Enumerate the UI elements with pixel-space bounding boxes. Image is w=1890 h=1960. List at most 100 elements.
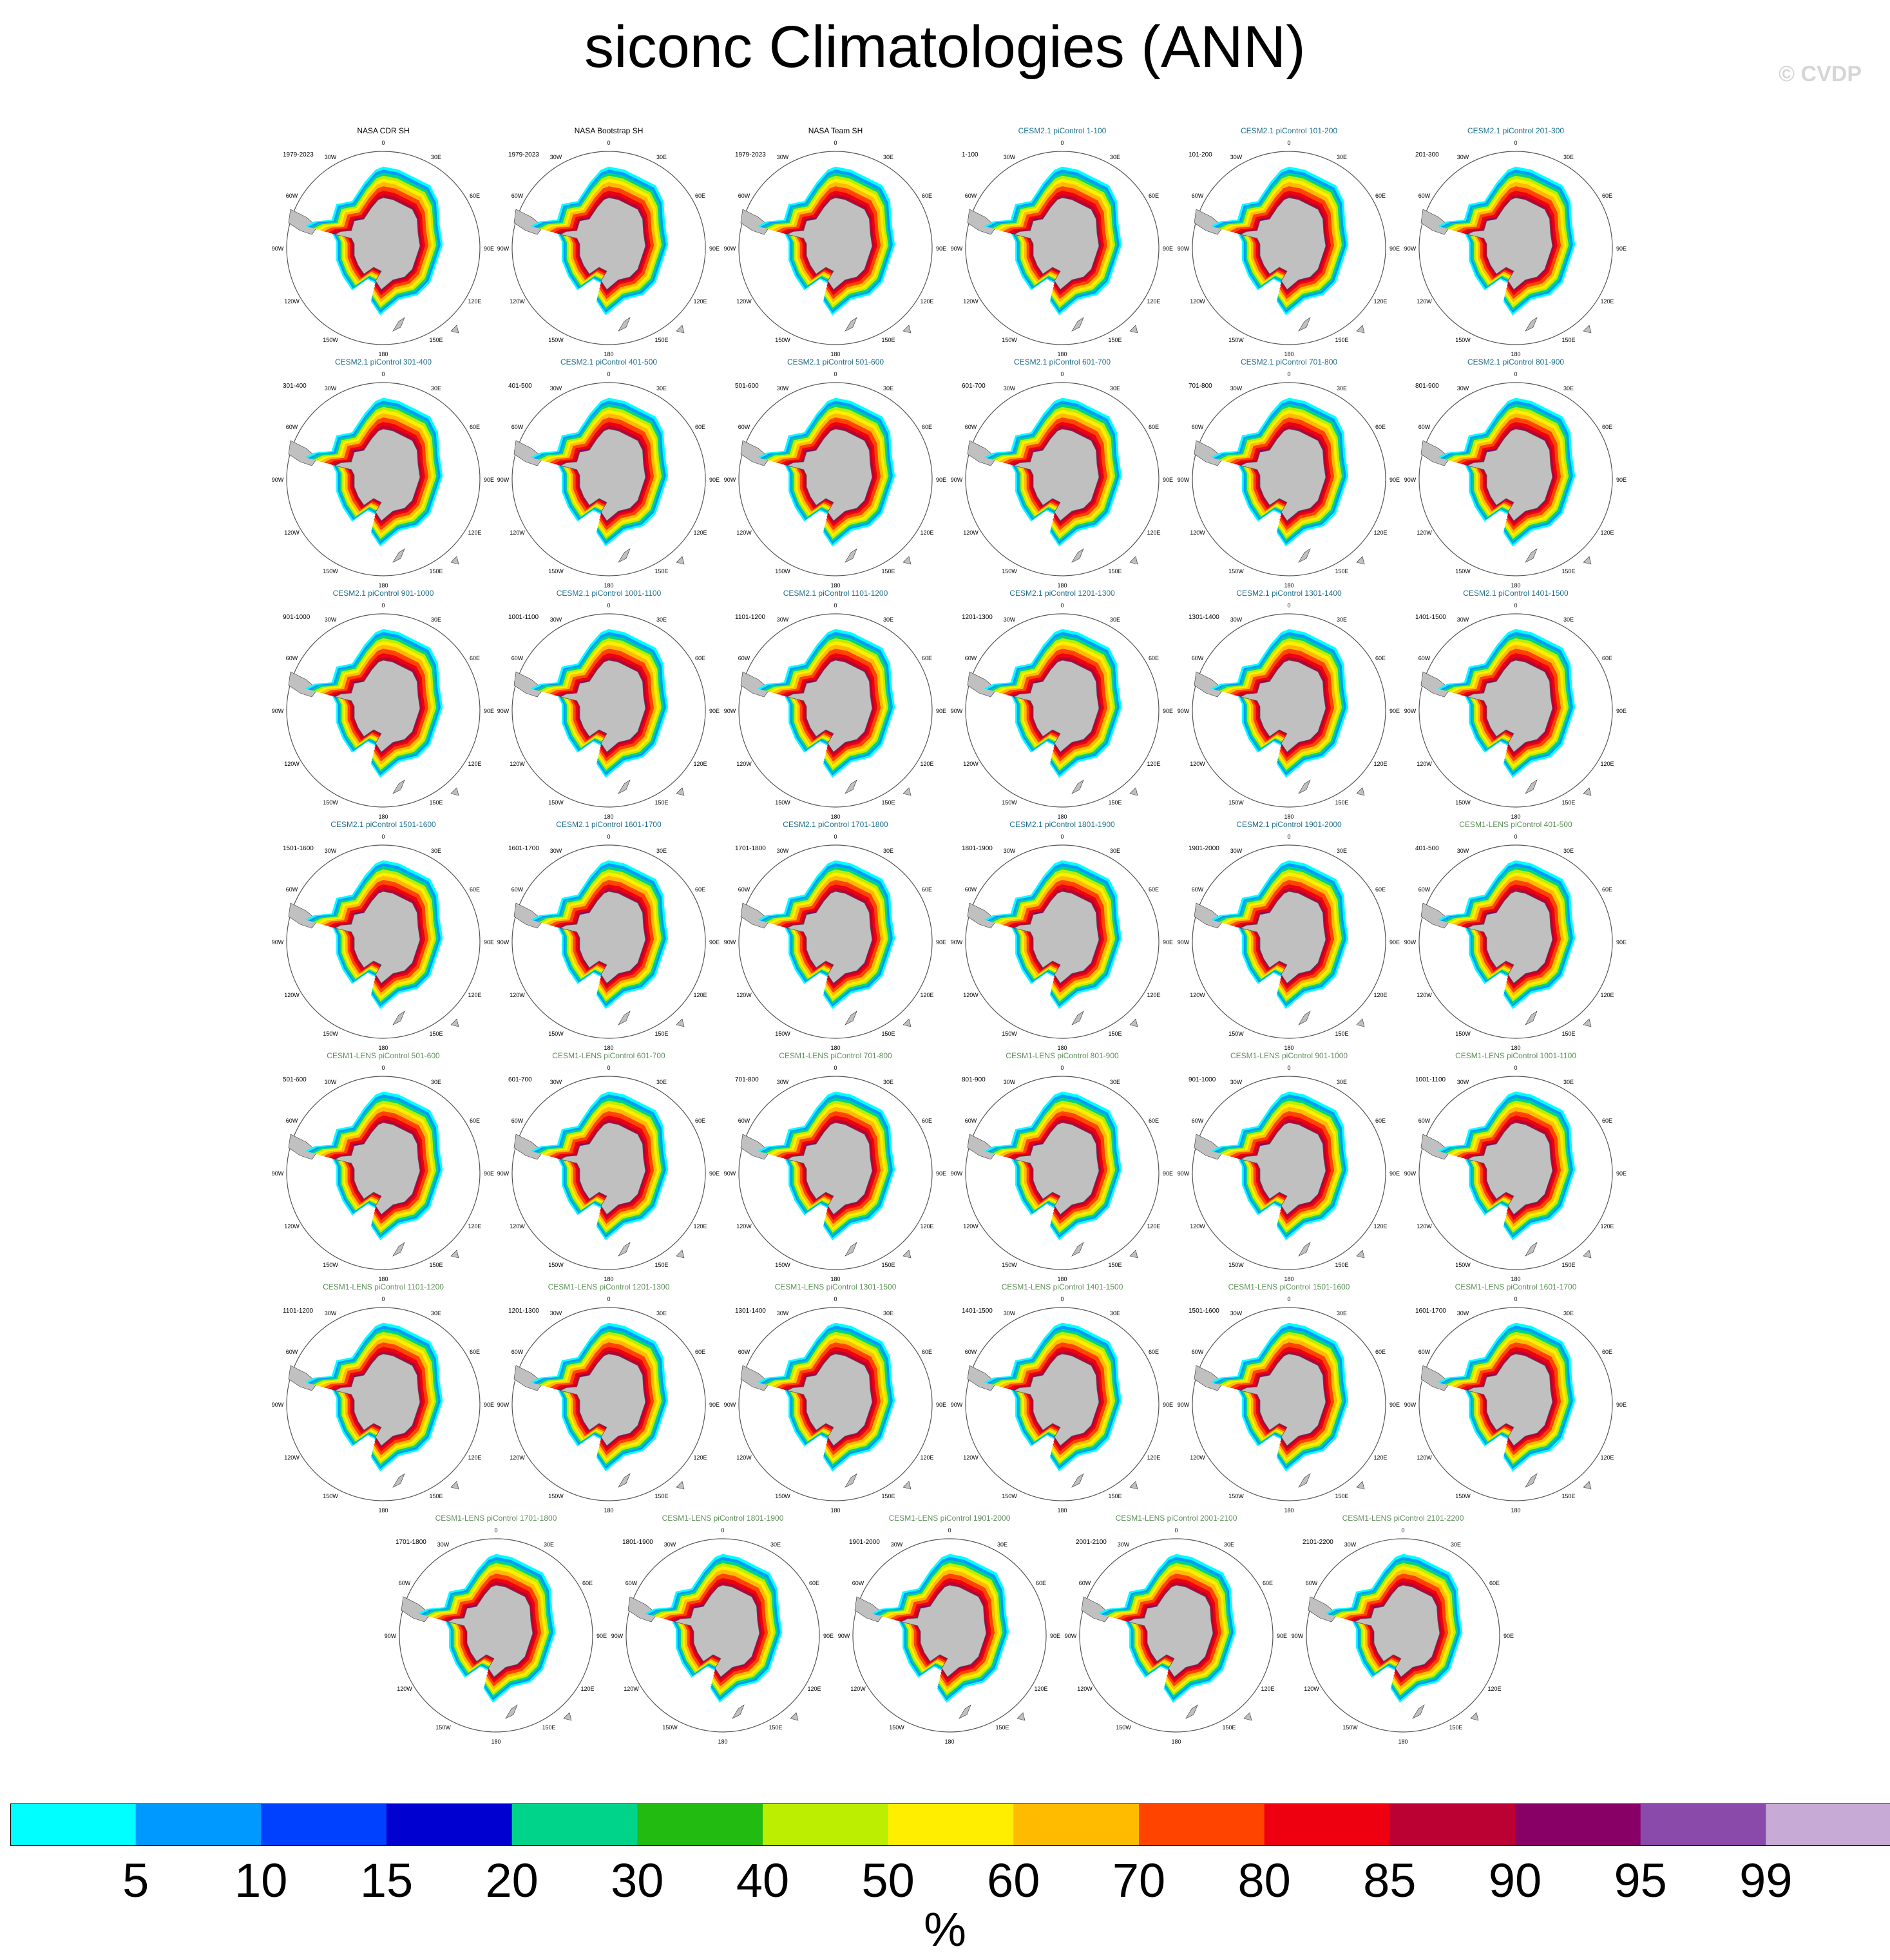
longitude-label: 120W	[736, 992, 752, 998]
colorbar-tick-label: 10	[234, 1854, 288, 1907]
longitude-label: 180	[1511, 582, 1520, 589]
longitude-label: 120E	[920, 298, 933, 305]
antarctica-land	[786, 660, 873, 753]
longitude-label: 30E	[656, 385, 667, 392]
longitude-label: 90E	[1050, 1633, 1060, 1639]
longitude-label: 60W	[1079, 1580, 1091, 1586]
map-panel: CESM1-LENS piControl 1101-1200 1101-1200 0…	[272, 1282, 494, 1514]
longitude-label: 120E	[468, 1454, 481, 1461]
south-america-land	[1194, 209, 1224, 235]
new-zealand-land	[618, 1242, 631, 1257]
map-panel: CESM2.1 piControl 1501-1600 1501-1600 0 30E…	[272, 820, 494, 1051]
new-zealand-land	[845, 548, 857, 563]
longitude-label: 120E	[1600, 529, 1614, 536]
longitude-label: 60W	[738, 1349, 750, 1355]
new-zealand-land	[392, 317, 405, 332]
longitude-label: 120W	[963, 529, 978, 536]
longitude-label: 30W	[550, 154, 562, 160]
new-zealand-land	[1298, 317, 1311, 332]
longitude-label: 30W	[550, 1079, 562, 1085]
longitude-label: 90W	[951, 477, 963, 483]
longitude-label: 60W	[511, 886, 524, 893]
longitude-label: 30W	[325, 1310, 337, 1317]
longitude-label: 90W	[272, 939, 284, 946]
longitude-label: 90W	[497, 708, 510, 714]
longitude-label: 30W	[1344, 1541, 1357, 1548]
longitude-label: 150W	[1455, 1493, 1471, 1499]
longitude-label: 0	[1287, 1065, 1290, 1071]
longitude-label: 150W	[775, 337, 790, 343]
longitude-label: 120E	[1373, 1454, 1387, 1461]
antarctica-land	[1127, 1584, 1214, 1678]
longitude-label: 120W	[1417, 992, 1432, 998]
new-zealand-land	[392, 548, 405, 563]
longitude-label: 0	[1060, 140, 1064, 146]
longitude-label: 30E	[883, 1310, 893, 1317]
panel-period: 1501-1600	[283, 845, 314, 852]
longitude-label: 150E	[1449, 1724, 1462, 1731]
longitude-label: 180	[378, 813, 388, 820]
colorbar-tick-label: 99	[1739, 1854, 1793, 1907]
panel-period: 801-900	[962, 1076, 986, 1083]
longitude-label: 150W	[548, 1031, 564, 1037]
longitude-label: 60E	[922, 193, 932, 199]
longitude-label: 90W	[1404, 1402, 1417, 1408]
longitude-label: 120W	[510, 761, 525, 767]
new-zealand-land	[1185, 1704, 1198, 1719]
longitude-label: 150W	[1002, 1031, 1017, 1037]
longitude-label: 60W	[1418, 1118, 1431, 1124]
longitude-label: 0	[1514, 1296, 1517, 1302]
longitude-label: 60E	[1149, 886, 1159, 893]
panel-period: 701-800	[735, 1076, 759, 1083]
map-panel: CESM2.1 piControl 301-400 301-400 0 30E 60E 9…	[272, 357, 494, 589]
panel-period: 1701-1800	[396, 1539, 426, 1546]
panel-title: NASA Team SH	[808, 126, 863, 135]
longitude-label: 30E	[1563, 1079, 1574, 1085]
longitude-label: 60E	[695, 655, 705, 661]
longitude-label: 150E	[654, 337, 668, 343]
longitude-label: 30W	[550, 616, 562, 623]
longitude-label: 150E	[881, 337, 895, 343]
longitude-label: 180	[378, 1507, 388, 1514]
longitude-label: 0	[381, 1065, 385, 1071]
panel-title: CESM2.1 piControl 1001-1100	[557, 589, 662, 598]
longitude-label: 150W	[548, 568, 564, 575]
south-america-land	[1420, 209, 1451, 235]
longitude-label: 90E	[1389, 477, 1400, 483]
south-america-land	[401, 1596, 431, 1622]
longitude-label: 180	[491, 1738, 501, 1745]
longitude-label: 30E	[883, 616, 893, 623]
map-panel: CESM2.1 piControl 1201-1300 1201-1300 0 30E…	[951, 589, 1173, 820]
longitude-label: 30W	[1457, 1079, 1469, 1085]
tasmania-land	[1583, 1481, 1592, 1490]
longitude-label: 150W	[775, 1262, 790, 1268]
antarctica-land	[334, 428, 421, 522]
longitude-label: 120W	[963, 1223, 978, 1230]
longitude-label: 0	[834, 1065, 837, 1071]
longitude-label: 90W	[1404, 939, 1417, 946]
longitude-label: 60E	[1489, 1580, 1500, 1586]
longitude-label: 120W	[1417, 1454, 1432, 1461]
longitude-label: 30W	[777, 848, 789, 854]
new-zealand-land	[1071, 1473, 1084, 1488]
longitude-label: 120E	[693, 1223, 707, 1230]
panel-period: 1901-2000	[1188, 845, 1219, 852]
longitude-label: 60E	[922, 655, 932, 661]
map-panel: CESM1-LENS piControl 1301-1500 1301-1400 0…	[724, 1282, 946, 1514]
antarctica-land	[1466, 428, 1553, 522]
antarctica-land	[1239, 1122, 1326, 1215]
tasmania-land	[902, 787, 912, 796]
longitude-label: 60W	[738, 655, 750, 661]
longitude-label: 150E	[1335, 1031, 1348, 1037]
colorbar-segment	[511, 1803, 638, 1846]
new-zealand-land	[1525, 1473, 1538, 1488]
tasmania-land	[676, 325, 685, 334]
antarctica-land	[1239, 428, 1326, 522]
longitude-label: 60E	[1375, 1118, 1386, 1124]
map-panel: CESM2.1 piControl 1001-1100 1001-1100 0 30E…	[497, 589, 720, 820]
longitude-label: 0	[834, 1296, 837, 1302]
longitude-label: 30E	[1563, 1310, 1574, 1317]
tasmania-land	[1583, 556, 1592, 565]
tasmania-land	[1129, 556, 1138, 565]
south-america-land	[1081, 1596, 1111, 1622]
